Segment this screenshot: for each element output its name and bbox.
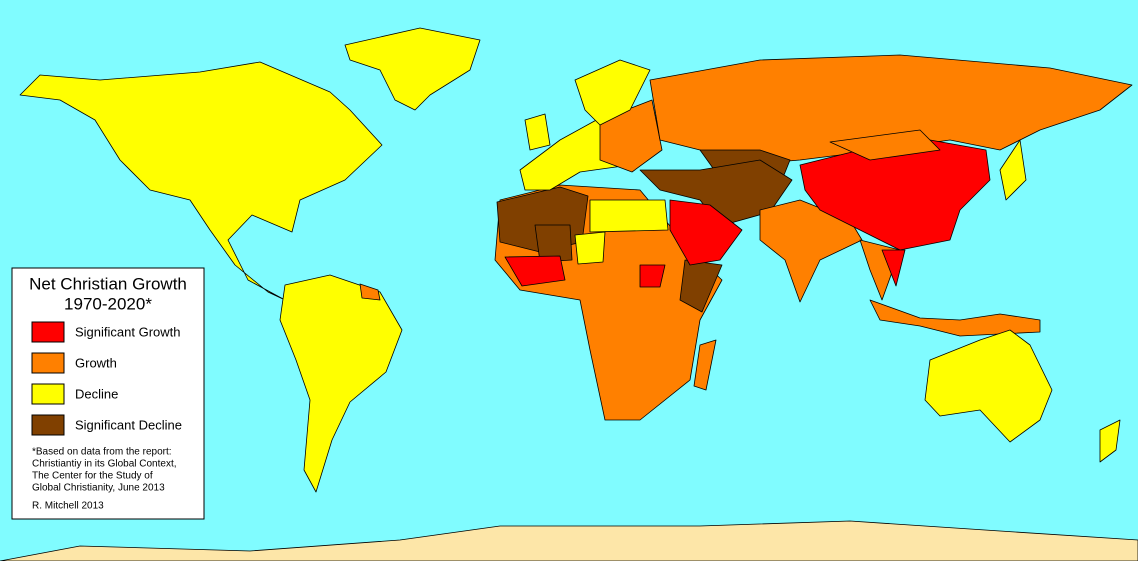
footnote: Christiantiy in its Global Context, bbox=[32, 459, 177, 470]
japan bbox=[999, 139, 1027, 201]
legend-swatch bbox=[31, 383, 65, 405]
mali bbox=[534, 224, 573, 263]
eastern-europe bbox=[599, 99, 663, 173]
chad bbox=[574, 231, 606, 265]
australia bbox=[924, 329, 1053, 443]
footnote: *Based on data from the report: bbox=[32, 447, 172, 458]
guiana bbox=[359, 283, 381, 301]
credit: R. Mitchell 2013 bbox=[32, 501, 104, 512]
india bbox=[759, 199, 863, 303]
legend-swatch bbox=[31, 352, 65, 374]
legend-swatch bbox=[31, 321, 65, 343]
south-sudan bbox=[639, 264, 666, 288]
legend-label: Significant Growth bbox=[75, 324, 181, 339]
footnote: Global Christianity, June 2013 bbox=[32, 483, 165, 494]
legend-label: Growth bbox=[75, 355, 117, 370]
footnote: The Center for the Study of bbox=[32, 471, 153, 482]
legend-label: Significant Decline bbox=[75, 417, 182, 432]
horn-of-africa bbox=[679, 259, 723, 313]
mongolia bbox=[829, 129, 941, 161]
legend-title: Net Christian Growth bbox=[29, 274, 187, 293]
legend-swatch bbox=[31, 414, 65, 436]
new-zealand bbox=[1099, 419, 1121, 463]
north-america bbox=[19, 61, 383, 301]
indochina bbox=[881, 249, 906, 287]
west-africa bbox=[504, 255, 566, 287]
antarctica bbox=[0, 520, 1138, 561]
indonesia bbox=[869, 299, 1041, 337]
south-america bbox=[279, 274, 403, 493]
legend-title: 1970-2020* bbox=[64, 294, 152, 313]
libya-egypt bbox=[589, 199, 669, 233]
greenland bbox=[344, 27, 481, 111]
scandinavia bbox=[574, 59, 651, 126]
britain bbox=[524, 113, 551, 151]
arabia bbox=[669, 199, 743, 266]
madagascar bbox=[693, 339, 717, 391]
legend-label: Decline bbox=[75, 386, 118, 401]
